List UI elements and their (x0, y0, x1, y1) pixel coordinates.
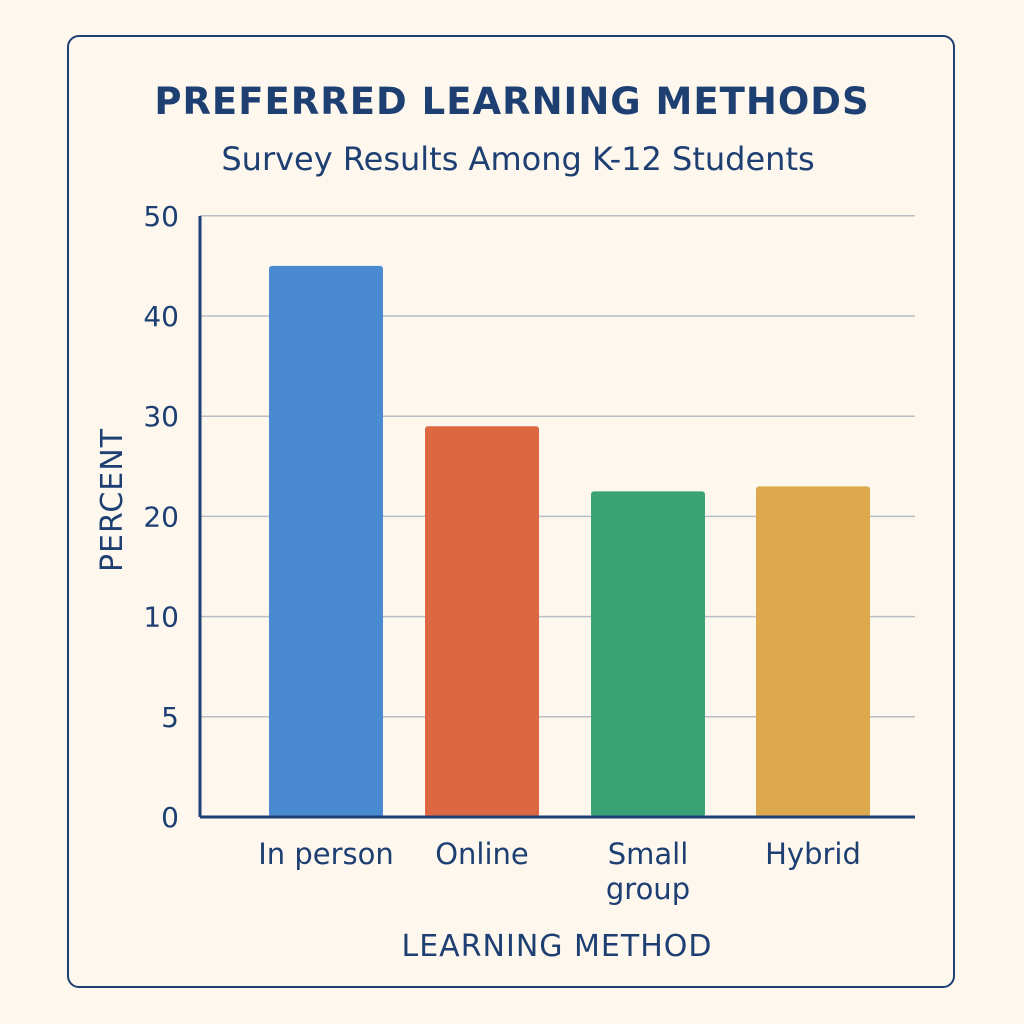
y-tick-label: 50 (143, 200, 179, 233)
x-category-label: Hybrid (765, 837, 861, 871)
x-category-label: Online (435, 837, 529, 871)
y-tick-label: 0 (161, 801, 179, 834)
x-category-label: Small group (606, 837, 690, 906)
x-category-labels: In person Online Small group Hybrid (258, 837, 861, 906)
x-axis-title: LEARNING METHOD (402, 929, 713, 964)
bar-online (425, 426, 539, 817)
y-tick-label: 40 (143, 300, 179, 333)
bar-small-group (591, 491, 705, 817)
y-tick-labels: 0 5 10 20 30 40 50 (143, 200, 179, 834)
bars (269, 265, 870, 817)
x-category-label: In person (258, 837, 394, 871)
chart-subtitle: Survey Results Among K-12 Students (221, 140, 814, 178)
y-tick-label: 5 (161, 701, 179, 734)
bar-hybrid (756, 486, 870, 817)
chart-title: PREFERRED LEARNING METHODS (154, 80, 869, 123)
y-axis-title: PERCENT (95, 428, 130, 572)
y-tick-label: 20 (143, 500, 179, 533)
y-tick-label: 10 (143, 601, 179, 634)
y-tick-label: 30 (143, 400, 179, 433)
bar-in-person (269, 265, 383, 817)
